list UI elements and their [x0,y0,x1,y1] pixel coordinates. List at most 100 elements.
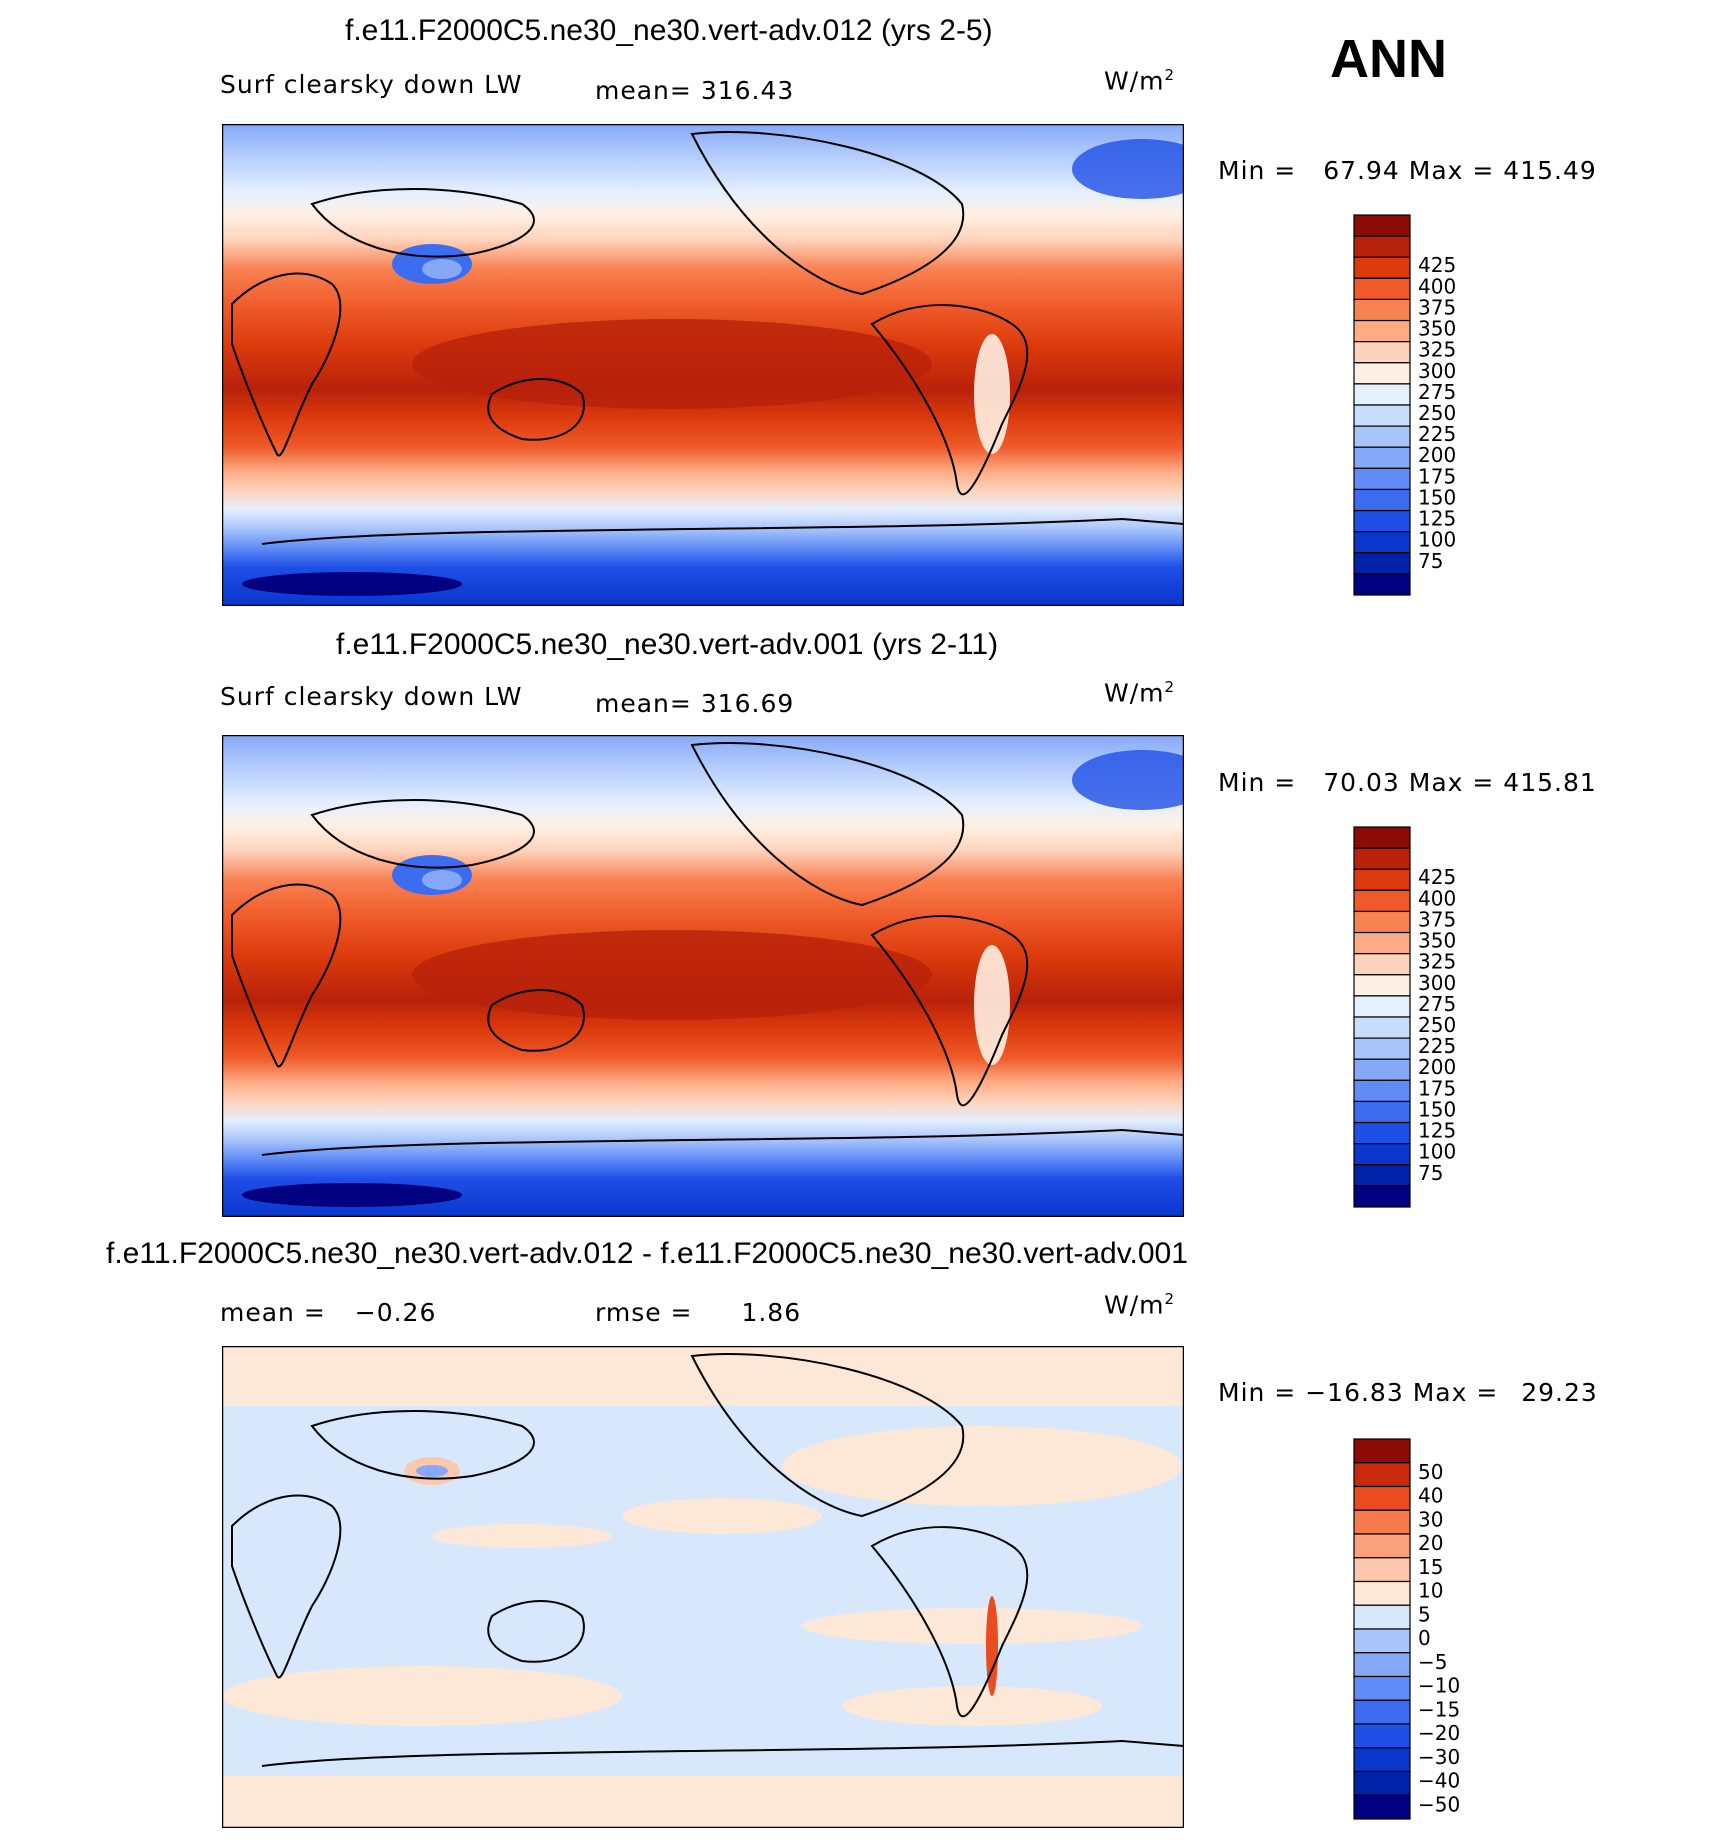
panel2-colorbar-box [1353,931,1411,955]
panel3-minmax: Min = −16.83 Max = 29.23 [1218,1378,1598,1407]
panel3-colorbar-box [1353,1557,1411,1583]
panel2-max-value: 415.81 [1503,768,1597,797]
panel2-colorbar-tick-label: 300 [1418,971,1456,995]
panel1-colorbar-box [1353,277,1411,301]
panel2-colorbar-tick-label: 175 [1418,1076,1456,1100]
panel3-colorbar-box [1353,1652,1411,1678]
panel1-colorbar-tick-label: 300 [1418,359,1456,383]
panel3-colorbar-box [1353,1628,1411,1654]
panel2-min-label: Min = [1218,768,1297,797]
panel2-colorbar-box [1353,868,1411,891]
panel2-units: W/m2 [1104,678,1175,707]
panel2-colorbar-box [1353,1058,1411,1081]
panel2-units-base: W/m [1104,678,1165,708]
panel1-colorbar-tick-label: 400 [1418,274,1456,298]
panel3-colorbar-tick-label: 40 [1418,1484,1443,1508]
panel1-colorbar-tick-label: 125 [1418,507,1456,531]
panel3-max-label: Max = [1412,1378,1499,1407]
panel1-colorbar-box [1353,488,1411,512]
panel1-colorbar-boxes [1353,214,1411,596]
panel2-colorbar-tick-label: 275 [1418,992,1456,1016]
panel1-variable-label: Surf clearsky down LW [220,70,523,99]
panel2-colorbar-box [1353,910,1411,934]
panel1-minmax: Min = 67.94 Max = 415.49 [1218,156,1597,185]
panel1-colorbar-box [1353,383,1411,406]
panel2-colorbar-box [1353,995,1411,1018]
panel1-title: f.e11.F2000C5.ne30_ne30.vert-adv.012 (yr… [345,14,993,47]
panel1-colorbar-tick-label: 250 [1418,401,1456,425]
panel1-colorbar-box [1353,404,1411,427]
panel2-colorbar: 4254003753503253002752502252001751501251… [1353,826,1456,1208]
panel3-units-sup: 2 [1164,1290,1176,1308]
panel1-colorbar-tick-label: 275 [1418,380,1456,404]
panel2-colorbar-tick-label: 325 [1418,950,1456,974]
panel2-colorbar-box [1353,1143,1411,1166]
panel2-colorbar-boxes [1353,826,1411,1208]
panel3-colorbar-tick-label: 5 [1418,1602,1431,1626]
panel3-colorbar-box [1353,1533,1411,1559]
panel3-colorbar-box [1353,1485,1411,1511]
panel3-mean: mean = −0.26 [220,1298,436,1327]
panel1-colorbar-box [1353,425,1411,448]
panel3-colorbar-tick-label: 50 [1418,1460,1443,1484]
panel2-colorbar-tick-label: 100 [1418,1140,1456,1164]
panel1-colorbar-tick-label: 325 [1418,338,1456,362]
panel3-colorbar-box [1353,1794,1411,1820]
panel2-colorbar-box [1353,1164,1411,1187]
panel1-colorbar-tick-label: 350 [1418,317,1456,341]
panel1-colorbar-tick-label: 200 [1418,443,1456,467]
panel2-minmax: Min = 70.03 Max = 415.81 [1218,768,1597,797]
panel2-title: f.e11.F2000C5.ne30_ne30.vert-adv.001 (yr… [336,628,999,661]
panel1-colorbar-tick-label: 75 [1418,549,1443,573]
season-label: ANN [1330,29,1447,89]
panel3-colorbar-tick-label: −30 [1418,1745,1460,1769]
panel3-units-base: W/m [1104,1290,1165,1320]
panel2-colorbar-tick-label: 350 [1418,929,1456,953]
panel3-colorbar-box [1353,1580,1411,1606]
panel3-max-value: 29.23 [1521,1378,1598,1407]
panel1-colorbar-box [1353,298,1411,322]
panel1-mean-label: mean= [595,76,692,105]
panel2-colorbar-ticks: 4254003753503253002752502252001751501251… [1418,865,1456,1185]
panel3-rmse-label: rmse = [595,1298,693,1327]
panel1-colorbar: 4254003753503253002752502252001751501251… [1353,214,1456,596]
panel3-colorbar-box [1353,1770,1411,1796]
panel3-colorbar-box [1353,1699,1411,1725]
panel1-units-base: W/m [1104,66,1165,96]
panel3-colorbar-tick-label: 20 [1418,1531,1443,1555]
panel2-colorbar-box [1353,826,1411,849]
panel3-colorbar-box [1353,1462,1411,1488]
panel1-min-label: Min = [1218,156,1297,185]
panel2-mean: mean= 316.69 [595,689,794,718]
panel1-colorbar-box [1353,341,1411,364]
panel3-map [222,1346,1184,1828]
panel1-colorbar-box [1353,509,1411,533]
panel1-colorbar-ticks: 4254003753503253002752502252001751501251… [1418,253,1456,573]
panel2-colorbar-tick-label: 150 [1418,1097,1456,1121]
panel3-colorbar-tick-label: 0 [1418,1626,1431,1650]
panel2-variable-label: Surf clearsky down LW [220,682,523,711]
panel1-colorbar-box [1353,362,1411,385]
panel1-colorbar-box [1353,552,1411,575]
panel2-colorbar-box [1353,1185,1411,1208]
panel2-colorbar-box [1353,974,1411,997]
panel3-colorbar-tick-label: 15 [1418,1555,1443,1579]
panel2-colorbar-tick-label: 125 [1418,1119,1456,1143]
panel3-colorbar-tick-label: −5 [1418,1650,1447,1674]
panel2-units-sup: 2 [1164,678,1176,696]
panel2-colorbar-tick-label: 400 [1418,886,1456,910]
panel3-colorbar-tick-label: −20 [1418,1721,1460,1745]
panel2-colorbar-box [1353,953,1411,976]
panel2-colorbar-tick-label: 225 [1418,1034,1456,1058]
panel1-colorbar-box [1353,446,1411,469]
panel1-mean-value: 316.43 [700,76,795,105]
panel3-colorbar-tick-label: 30 [1418,1507,1443,1531]
panel1-map [222,124,1184,606]
panel1-colorbar-tick-label: 100 [1418,528,1456,552]
panel3-rmse: rmse = 1.86 [595,1298,801,1327]
panel3-colorbar-box [1353,1675,1411,1701]
panel2-colorbar-box [1353,1079,1411,1103]
panel3-colorbar-box [1353,1604,1411,1630]
